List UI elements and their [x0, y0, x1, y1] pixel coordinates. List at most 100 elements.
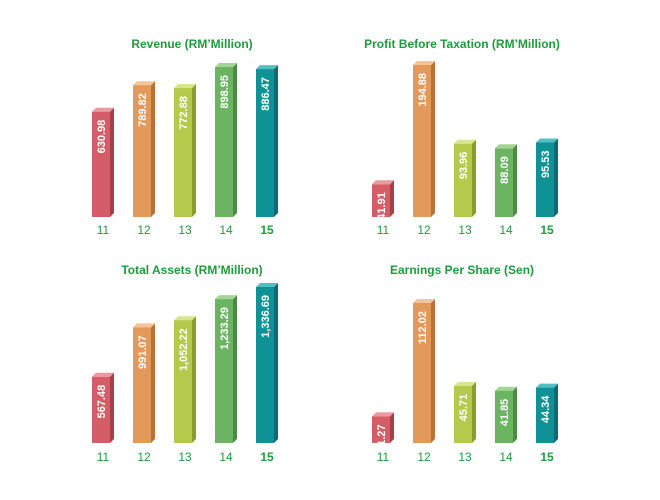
bar-front: [133, 327, 151, 443]
bar: 95.53: [536, 138, 558, 217]
bar-side: [110, 107, 114, 217]
bar-value-label: 194.88: [417, 73, 429, 107]
chart-panel-2: Profit Before Taxation (RM’Million) 41.91…: [364, 37, 560, 237]
x-tick-label: 12: [417, 450, 431, 464]
chart-title: Revenue (RM’Million): [131, 37, 252, 51]
bar-top: [215, 295, 237, 300]
bar-front: [413, 303, 431, 443]
bar-side: [472, 139, 476, 217]
bar-side: [513, 386, 517, 443]
bar: 898.95: [215, 63, 237, 217]
bar-front: [454, 385, 472, 443]
bar-side: [274, 283, 278, 443]
chart-title: Total Assets (RM’Million): [121, 263, 262, 277]
bar-top: [495, 144, 517, 149]
x-tick-label: 12: [137, 223, 151, 237]
bar-front: [495, 148, 513, 217]
bar-value-label: 789.82: [137, 93, 149, 127]
bar-value-label: 630.98: [96, 120, 108, 154]
bar-value-label: 772.88: [178, 96, 190, 130]
bar: 567.48: [92, 372, 114, 443]
chart-panel-1: Revenue (RM’Million) 630.98 11 789.82 12 772.…: [92, 37, 278, 237]
bar-front: [133, 85, 151, 217]
bar-side: [110, 372, 114, 443]
bar-value-label: 1,233.29: [219, 307, 231, 350]
bar-value-label: 567.48: [96, 385, 108, 419]
bar-side: [431, 61, 435, 217]
bar-top: [215, 63, 237, 67]
x-tick-label: 15: [540, 223, 554, 237]
chart-title: Earnings Per Share (Sen): [390, 263, 534, 277]
bar-top: [454, 139, 476, 144]
bar-top: [413, 61, 435, 65]
x-tick-label: 14: [219, 223, 233, 237]
bar-side: [192, 84, 196, 217]
bar-side: [472, 381, 476, 443]
bar: 88.09: [495, 144, 517, 217]
x-tick-label: 13: [458, 450, 472, 464]
bar-top: [92, 372, 114, 377]
bar-value-label: 45.71: [458, 394, 470, 422]
bar: 45.71: [454, 381, 476, 443]
bar-front: [215, 299, 233, 443]
bar-side: [431, 299, 435, 443]
bar-side: [151, 81, 155, 217]
bar-top: [454, 381, 476, 386]
bar-top: [256, 283, 278, 287]
bar-side: [390, 412, 394, 443]
bar-front: [536, 387, 554, 443]
x-tick-label: 14: [219, 450, 233, 464]
x-tick-label: 11: [377, 450, 390, 464]
bar-top: [372, 180, 394, 185]
bar: 21.27: [372, 412, 394, 452]
bar: 1,052.22: [174, 316, 196, 443]
bar-top: [536, 383, 558, 388]
bar-top: [133, 323, 155, 328]
bar: 41.85: [495, 386, 517, 443]
x-tick-label: 14: [499, 450, 513, 464]
bar-top: [413, 299, 435, 303]
bar: 772.88: [174, 84, 196, 217]
bar-top: [174, 84, 196, 89]
bar-front: [413, 65, 431, 217]
bar-value-label: 1,052.22: [178, 328, 190, 371]
bar-side: [390, 180, 394, 217]
chart-panel-3: Total Assets (RM’Million) 567.48 11 991.07 1…: [92, 263, 278, 464]
bar-value-label: 44.34: [540, 395, 552, 423]
bar-front: [454, 143, 472, 217]
bar: 1,233.29: [215, 295, 237, 443]
bar: 886.47: [256, 65, 278, 217]
bar-top: [256, 65, 278, 70]
bar-value-label: 898.95: [219, 75, 231, 109]
bar-top: [372, 412, 394, 417]
bar-top: [133, 81, 155, 86]
bar-value-label: 1,336.69: [260, 295, 272, 338]
bar: 789.82: [133, 81, 155, 217]
bar: 41.91: [372, 180, 394, 220]
x-tick-label: 13: [458, 223, 472, 237]
x-tick-label: 12: [417, 223, 431, 237]
bar-front: [372, 416, 390, 443]
x-tick-label: 13: [178, 450, 192, 464]
x-tick-label: 11: [377, 223, 390, 237]
x-tick-label: 14: [499, 223, 513, 237]
bar-front: [92, 111, 110, 217]
bar: 44.34: [536, 383, 558, 443]
bar-front: [174, 88, 192, 217]
bar-front: [495, 390, 513, 443]
bar: 93.96: [454, 139, 476, 217]
x-tick-label: 11: [97, 450, 110, 464]
bar-top: [174, 316, 196, 321]
bar-value-label: 991.07: [137, 335, 149, 369]
bar-side: [554, 138, 558, 217]
chart-title: Profit Before Taxation (RM’Million): [364, 37, 560, 51]
bar: 991.07: [133, 323, 155, 443]
bar-side: [554, 383, 558, 443]
bar-front: [256, 287, 274, 443]
bar-front: [174, 320, 192, 443]
bar-value-label: 95.53: [540, 150, 552, 178]
bar-value-label: 41.91: [376, 192, 388, 220]
x-tick-label: 15: [540, 450, 554, 464]
